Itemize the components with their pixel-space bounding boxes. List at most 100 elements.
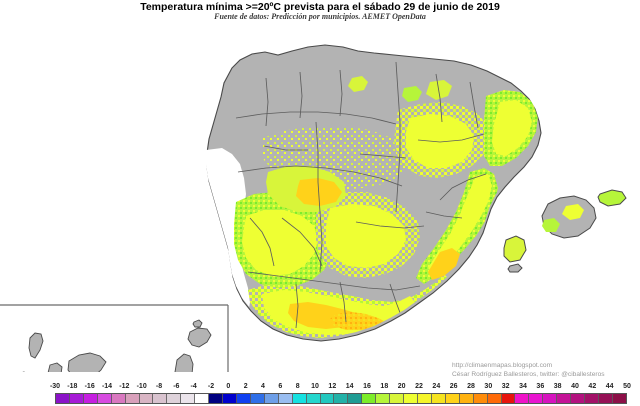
color-scale-swatch [125,394,140,403]
color-scale-swatch [529,394,544,403]
credit-url[interactable]: http://climaenmapas.blogspot.com [452,362,553,369]
color-scale-swatch [139,394,154,403]
island-la-graciosa [192,319,203,328]
color-scale-legend: -30 -18 -16 -14 -12 -10 -8 -6 -4 -2 0 2 4 6 8 10 12 14 16 1… [50,383,631,404]
island-ibiza [503,235,527,263]
island-menorca [597,189,627,207]
color-scale-swatch [417,394,432,403]
color-scale-tick: -14 [101,383,113,390]
color-scale-swatch [236,394,251,403]
color-scale-swatch [585,394,599,403]
color-scale-swatch [181,394,196,403]
color-scale-tick: -12 [119,383,130,390]
heat-zone-la-mancha-core [326,204,406,268]
color-scale-swatch [487,394,502,403]
credit-block: http://climaenmapas.blogspot.com César R… [452,361,638,379]
color-scale-swatch [445,394,460,403]
color-scale-swatch [515,394,530,403]
color-scale-swatch [223,394,237,403]
color-scale-tick: -4 [190,383,197,390]
color-scale-swatch [97,394,112,403]
color-scale-labels: -30 -18 -16 -14 -12 -10 -8 -6 -4 -2 0 2 4 6 8 10 12 14 16 1… [50,383,631,392]
color-scale-swatch [543,394,558,403]
color-scale-tick: 32 [501,383,510,390]
color-scale-swatch [111,394,126,403]
administrative-borders [235,61,487,329]
color-scale-tick: -2 [207,383,215,390]
color-scale-tick: 36 [536,383,545,390]
color-scale-swatch [598,394,613,403]
color-scale-tick: 6 [278,383,283,390]
island-la-gomera [47,362,63,372]
island-lanzarote [187,327,212,348]
heat-zone-badajoz [242,210,318,276]
page-subtitle: Fuente de datos: Predicción por municipi… [214,12,426,21]
heat-zone-north-patches [348,76,368,92]
color-scale-tick: 30 [484,383,493,390]
color-scale-swatch [404,394,418,403]
color-scale-swatch [612,394,626,403]
color-scale-swatch [334,394,349,403]
island-tenerife [67,352,107,372]
color-scale-swatch [153,394,168,403]
color-scale-tick: -8 [155,383,163,390]
color-scale-swatch [362,394,377,403]
page-title: Temperatura mínima >=20ºC prevista para … [140,1,500,13]
color-scale-tick: 38 [553,383,562,390]
color-scale-tick: 16 [363,383,371,390]
color-scale-tick: 12 [328,383,337,390]
color-scale-swatch [431,394,446,403]
island-formentera [507,263,523,273]
color-scale-tick: 10 [311,383,319,390]
color-scale-swatch [501,394,516,403]
color-scale-tick: 50 [623,383,631,390]
canary-islands-inset [0,304,229,372]
color-scale-tick: 28 [467,383,475,390]
color-scale-swatch [292,394,307,403]
color-scale-tick: -6 [173,383,180,390]
color-scale-tick: 0 [226,383,231,390]
heat-zone-zaragoza-core [406,114,474,168]
heat-zone-valencia-strip [428,174,492,274]
color-scale-tick: 42 [588,383,597,390]
color-scale-tick: 8 [295,383,300,390]
color-scale-tick: 40 [571,383,579,390]
heat-zone-barcelona-coast [492,100,532,156]
heat-mallorca-patch [562,204,584,220]
heat-zone-murcia-core [428,248,460,280]
heat-zone-malaga-coast [330,312,386,330]
color-scale-bar [55,393,627,404]
map-canvas [0,22,640,372]
color-scale-swatch [348,394,363,403]
color-scale-swatch [459,394,474,403]
color-scale-swatch [195,394,210,403]
island-la-palma [28,332,44,359]
color-scale-swatch [250,394,265,403]
color-scale-swatch [557,394,572,403]
color-scale-tick: -30 [49,383,61,390]
spain-temperature-map [0,22,640,372]
heat-zone-rioja-patch [402,86,422,102]
color-scale-swatch [390,394,405,403]
color-scale-tick: -18 [67,383,78,390]
color-scale-swatch [209,394,224,403]
color-scale-tick: 18 [380,383,389,390]
color-scale-swatch [473,394,488,403]
color-scale-tick: 22 [415,383,423,390]
color-scale-swatch [56,394,70,403]
color-scale-swatch [264,394,279,403]
color-scale-tick: 24 [432,383,441,390]
balearic-islands [503,189,627,273]
heat-mallorca-coast [542,218,560,232]
color-scale-tick: 34 [519,383,527,390]
credit-author: César Rodríguez Ballesteros, twitter: @c… [452,371,605,378]
color-scale-tick: 44 [605,383,614,390]
color-scale-tick: -10 [136,383,147,390]
color-scale-tick: -16 [84,383,95,390]
island-fuerteventura [174,353,194,372]
color-scale-tick: 20 [397,383,406,390]
color-scale-swatch [376,394,391,403]
color-scale-tick: 26 [449,383,458,390]
color-scale-swatch [306,394,321,403]
